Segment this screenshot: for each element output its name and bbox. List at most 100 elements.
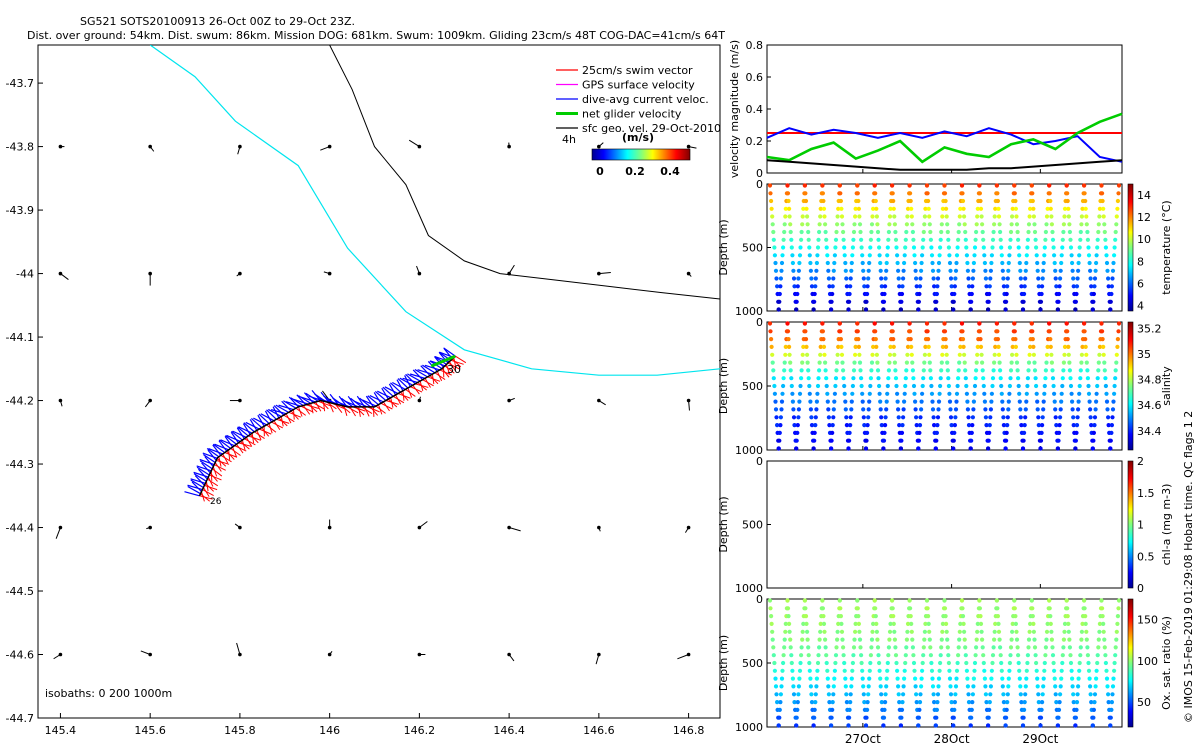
profile-sample-point [939, 645, 944, 650]
profile-sample-point [870, 352, 875, 357]
profile-sample-point [918, 415, 923, 420]
profile-sample-point [940, 214, 945, 219]
map-x-tick-label: 146.4 [493, 724, 525, 737]
profile-sample-point [800, 214, 805, 219]
current-vector-arrow [367, 395, 379, 406]
profile-sample-point [917, 423, 923, 428]
profile-sample-point [964, 391, 970, 396]
profile-sample-point [958, 621, 963, 627]
profile-sample-point [775, 700, 780, 705]
profile-sample-point [1013, 614, 1018, 619]
profile-sample-point [1036, 284, 1041, 289]
profile-sample-point [831, 268, 836, 273]
profile-sample-point [1078, 237, 1083, 242]
profile-sample-point [879, 700, 884, 705]
profile-sample-point [868, 376, 874, 381]
profile-sample-point [893, 237, 899, 242]
profile-sample-point [994, 321, 1000, 326]
profile-sample-point [951, 307, 956, 312]
profile-sample-point [849, 399, 854, 404]
profile-sample-point [964, 245, 969, 250]
profile-sample-point [1004, 715, 1009, 720]
profile-sample-point [886, 376, 891, 381]
profile-sample-point [797, 391, 803, 396]
swim-vector-arrow [326, 401, 337, 410]
profile-sample-point [874, 214, 880, 219]
profile-sample-point [1001, 415, 1006, 420]
profile-sample-point [1097, 629, 1102, 634]
profile-sample-point [1016, 237, 1021, 242]
profile-sample-point [1100, 198, 1105, 204]
profile-sample-point [813, 284, 818, 289]
profile-sample-point [1082, 606, 1087, 611]
profile-sample-point [876, 653, 881, 658]
profile-sample-point [1035, 399, 1040, 404]
profile-sample-point [1007, 668, 1012, 673]
profile-sample-point [1024, 676, 1029, 681]
profile-sample-point [786, 614, 791, 619]
profile-sample-point [952, 291, 957, 297]
profile-sample-point [1031, 621, 1036, 627]
profile-sample-point [767, 598, 773, 603]
swim-vector-arrow [447, 362, 460, 370]
swim-vector-arrow [407, 387, 413, 398]
swim-vector-arrow [240, 441, 250, 450]
profile-sample-point [772, 660, 777, 666]
profile-sample-point [934, 430, 940, 435]
profile-sample-point [1024, 253, 1029, 258]
profile-sample-point [953, 692, 958, 697]
profile-sample-point [978, 198, 983, 204]
profile-sample-point [942, 606, 948, 611]
profile-sample-point [1074, 423, 1080, 428]
velocity-series-line [766, 127, 1123, 163]
profile-sample-point [771, 368, 776, 373]
geo-velocity-arrow-head [238, 271, 242, 276]
profile-sample-point [1060, 237, 1065, 242]
profile-sample-point [871, 344, 876, 349]
profile-sample-point [890, 191, 895, 196]
swim-vector-arrow [218, 456, 222, 467]
profile-sample-point [857, 222, 863, 227]
profile-sample-point [1040, 415, 1045, 420]
profile-sample-point [1110, 415, 1115, 420]
profile-sample-point [1005, 692, 1010, 697]
profile-sample-point [795, 700, 800, 705]
profile-sample-point [1006, 676, 1011, 681]
profile-sample-point [999, 660, 1004, 666]
profile-sample-point [914, 423, 919, 428]
profile-sample-point [983, 692, 989, 697]
profile-sample-point [771, 237, 776, 242]
profile-sample-point [1031, 629, 1036, 634]
map-y-tick-label: -43.9 [6, 204, 34, 217]
profile-sample-point [830, 700, 835, 705]
profile-sample-point [821, 621, 827, 627]
current-vector-arrow [237, 426, 249, 437]
profile-sample-point [1096, 229, 1101, 235]
profile-sample-point [892, 352, 897, 357]
profile-sample-point [783, 214, 788, 219]
profile-sample-point [920, 660, 925, 666]
geo-velocity-arrow-head [238, 652, 242, 657]
profile-sample-point [1062, 344, 1068, 349]
panel-colorbar [1127, 460, 1134, 589]
profile-sample-point [1043, 229, 1048, 235]
profile-sample-point [1083, 337, 1088, 342]
profile-sample-point [1076, 399, 1081, 404]
profile-sample-point [840, 360, 845, 365]
profile-sample-point [1102, 368, 1107, 373]
profile-sample-point [843, 676, 848, 681]
profile-sample-point [1064, 183, 1069, 188]
current-vector-arrow [417, 369, 433, 375]
profile-sample-point [986, 307, 991, 312]
current-vector-arrow [404, 375, 411, 387]
current-vector-arrow [362, 399, 377, 407]
profile-sample-point [1013, 337, 1018, 342]
profile-sample-point [1112, 383, 1117, 389]
profile-sample-point [841, 368, 846, 373]
current-vector-arrow [191, 481, 202, 493]
profile-sample-point [944, 352, 949, 357]
profile-sample-point [895, 399, 900, 404]
profile-sample-point [1038, 299, 1044, 304]
profile-sample-point [1096, 645, 1101, 650]
